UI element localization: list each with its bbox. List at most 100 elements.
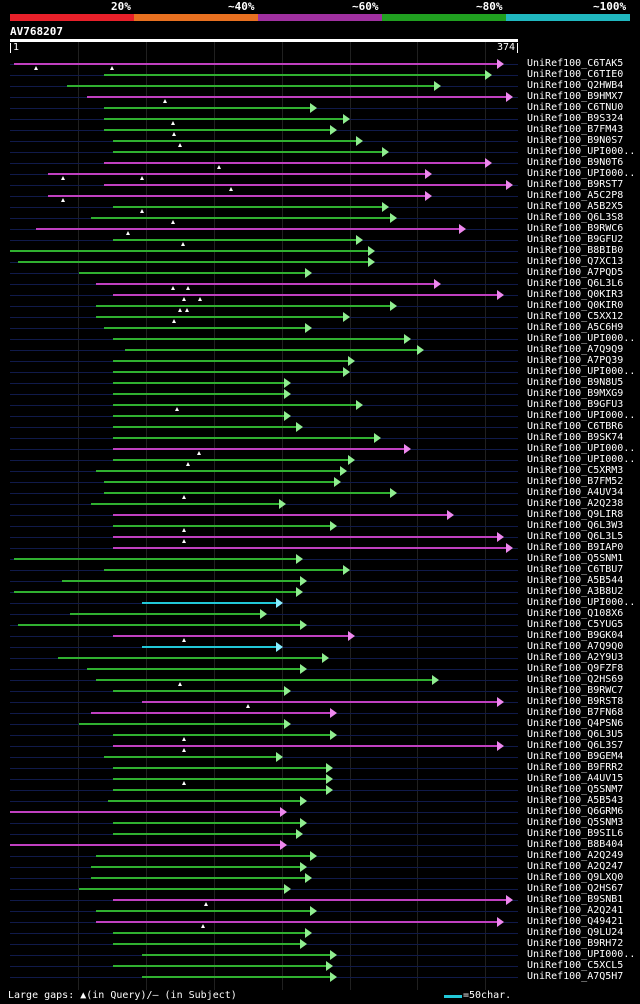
hit-alignment-bar[interactable] [103,74,487,76]
hit-label[interactable]: UniRef100_B9RH72 [527,938,624,949]
hit-label[interactable]: UniRef100_Q6L3W3 [527,520,624,531]
hit-label[interactable]: UniRef100_A2Y9U3 [527,652,624,663]
hit-label[interactable]: UniRef100_UPI000.. [527,333,636,344]
hit-alignment-bar[interactable] [87,668,302,670]
hit-label[interactable]: UniRef100_A7Q9Q9 [527,344,624,355]
hit-alignment-bar[interactable] [95,910,311,912]
hit-alignment-bar[interactable] [113,448,405,450]
hit-alignment-bar[interactable] [113,294,499,296]
hit-label[interactable]: UniRef100_UPI000.. [527,597,636,608]
hit-label[interactable]: UniRef100_A4UV15 [527,773,624,784]
hit-alignment-bar[interactable] [141,602,277,604]
hit-alignment-bar[interactable] [113,767,328,769]
hit-label[interactable]: UniRef100_A7PQD5 [527,267,624,278]
hit-label[interactable]: UniRef100_A5B543 [527,795,624,806]
hit-label[interactable]: UniRef100_B9RWC7 [527,685,624,696]
hit-label[interactable]: UniRef100_B9IAP0 [527,542,624,553]
hit-label[interactable]: UniRef100_B9GK04 [527,630,624,641]
hit-label[interactable]: UniRef100_Q4PSN6 [527,718,624,729]
hit-label[interactable]: UniRef100_Q6L3S7 [527,740,624,751]
hit-label[interactable]: UniRef100_Q7XC13 [527,256,624,267]
hit-label[interactable]: UniRef100_Q6L3U5 [527,729,624,740]
hit-alignment-bar[interactable] [113,239,358,241]
hit-alignment-bar[interactable] [113,151,383,153]
hit-label[interactable]: UniRef100_Q0KIR0 [527,300,624,311]
hit-alignment-bar[interactable] [113,514,449,516]
hit-label[interactable]: UniRef100_A4UV34 [527,487,624,498]
hit-alignment-bar[interactable] [95,283,435,285]
hit-label[interactable]: UniRef100_Q6L3L6 [527,278,624,289]
hit-alignment-bar[interactable] [10,811,282,813]
hit-label[interactable]: UniRef100_B9N0T6 [527,157,624,168]
hit-alignment-bar[interactable] [14,591,298,593]
hit-alignment-bar[interactable] [113,426,298,428]
hit-label[interactable]: UniRef100_B9N0S7 [527,135,624,146]
hit-label[interactable]: UniRef100_A2Q249 [527,850,624,861]
hit-alignment-bar[interactable] [113,778,328,780]
hit-label[interactable]: UniRef100_UPI000.. [527,366,636,377]
hit-label[interactable]: UniRef100_B7FM43 [527,124,624,135]
hit-alignment-bar[interactable] [113,547,507,549]
hit-alignment-bar[interactable] [113,833,298,835]
hit-label[interactable]: UniRef100_B9N8U5 [527,377,624,388]
hit-label[interactable]: UniRef100_Q2HS67 [527,883,624,894]
hit-alignment-bar[interactable] [103,118,344,120]
hit-label[interactable]: UniRef100_Q9FZF8 [527,663,624,674]
hit-alignment-bar[interactable] [113,965,328,967]
hit-label[interactable]: UniRef100_A5C6H9 [527,322,624,333]
hit-alignment-bar[interactable] [91,217,392,219]
hit-alignment-bar[interactable] [113,371,344,373]
hit-alignment-bar[interactable] [79,272,306,274]
hit-label[interactable]: UniRef100_C5XRM3 [527,465,624,476]
hit-label[interactable]: UniRef100_A5C2P8 [527,190,624,201]
hit-alignment-bar[interactable] [95,855,311,857]
hit-label[interactable]: UniRef100_C6TAK5 [527,58,624,69]
hit-label[interactable]: UniRef100_A2Q238 [527,498,624,509]
hit-label[interactable]: UniRef100_Q2HWB4 [527,80,624,91]
hit-label[interactable]: UniRef100_B9SNB1 [527,894,624,905]
hit-alignment-bar[interactable] [113,789,328,791]
hit-label[interactable]: UniRef100_Q5SNM3 [527,817,624,828]
hit-alignment-bar[interactable] [103,327,306,329]
hit-label[interactable]: UniRef100_B8B404 [527,839,624,850]
hit-label[interactable]: UniRef100_A7Q5H7 [527,971,624,982]
hit-label[interactable]: UniRef100_B9SK74 [527,432,624,443]
hit-alignment-bar[interactable] [113,404,358,406]
hit-alignment-bar[interactable] [103,107,311,109]
hit-label[interactable]: UniRef100_Q6L3S8 [527,212,624,223]
hit-label[interactable]: UniRef100_Q0KIR3 [527,289,624,300]
hit-alignment-bar[interactable] [103,184,507,186]
hit-alignment-bar[interactable] [113,635,349,637]
hit-label[interactable]: UniRef100_B9RST7 [527,179,624,190]
hit-alignment-bar[interactable] [113,338,405,340]
hit-label[interactable]: UniRef100_UPI000.. [527,410,636,421]
hit-label[interactable]: UniRef100_A5B2X5 [527,201,624,212]
hit-alignment-bar[interactable] [10,250,370,252]
hit-alignment-bar[interactable] [113,822,302,824]
hit-label[interactable]: UniRef100_Q2HS69 [527,674,624,685]
hit-label[interactable]: UniRef100_UPI000.. [527,454,636,465]
hit-label[interactable]: UniRef100_UPI000.. [527,168,636,179]
hit-alignment-bar[interactable] [95,921,499,923]
hit-label[interactable]: UniRef100_B7FN68 [527,707,624,718]
hit-label[interactable]: UniRef100_B9GFU3 [527,399,624,410]
hit-alignment-bar[interactable] [91,712,332,714]
hit-alignment-bar[interactable] [113,382,286,384]
hit-label[interactable]: UniRef100_B9SIL6 [527,828,624,839]
hit-label[interactable]: UniRef100_C6TBU7 [527,564,624,575]
hit-label[interactable]: UniRef100_Q9LXQ0 [527,872,624,883]
hit-alignment-bar[interactable] [18,624,302,626]
hit-alignment-bar[interactable] [113,140,358,142]
hit-alignment-bar[interactable] [113,932,306,934]
hit-label[interactable]: UniRef100_B9MXG9 [527,388,624,399]
hit-label[interactable]: UniRef100_C6TNU0 [527,102,624,113]
hit-alignment-bar[interactable] [107,800,302,802]
hit-alignment-bar[interactable] [113,536,499,538]
hit-alignment-bar[interactable] [14,558,298,560]
hit-alignment-bar[interactable] [18,261,370,263]
hit-label[interactable]: UniRef100_A5B544 [527,575,624,586]
hit-alignment-bar[interactable] [141,954,332,956]
hit-label[interactable]: UniRef100_Q49421 [527,916,624,927]
hit-label[interactable]: UniRef100_Q6GRM6 [527,806,624,817]
hit-label[interactable]: UniRef100_Q6L3L5 [527,531,624,542]
